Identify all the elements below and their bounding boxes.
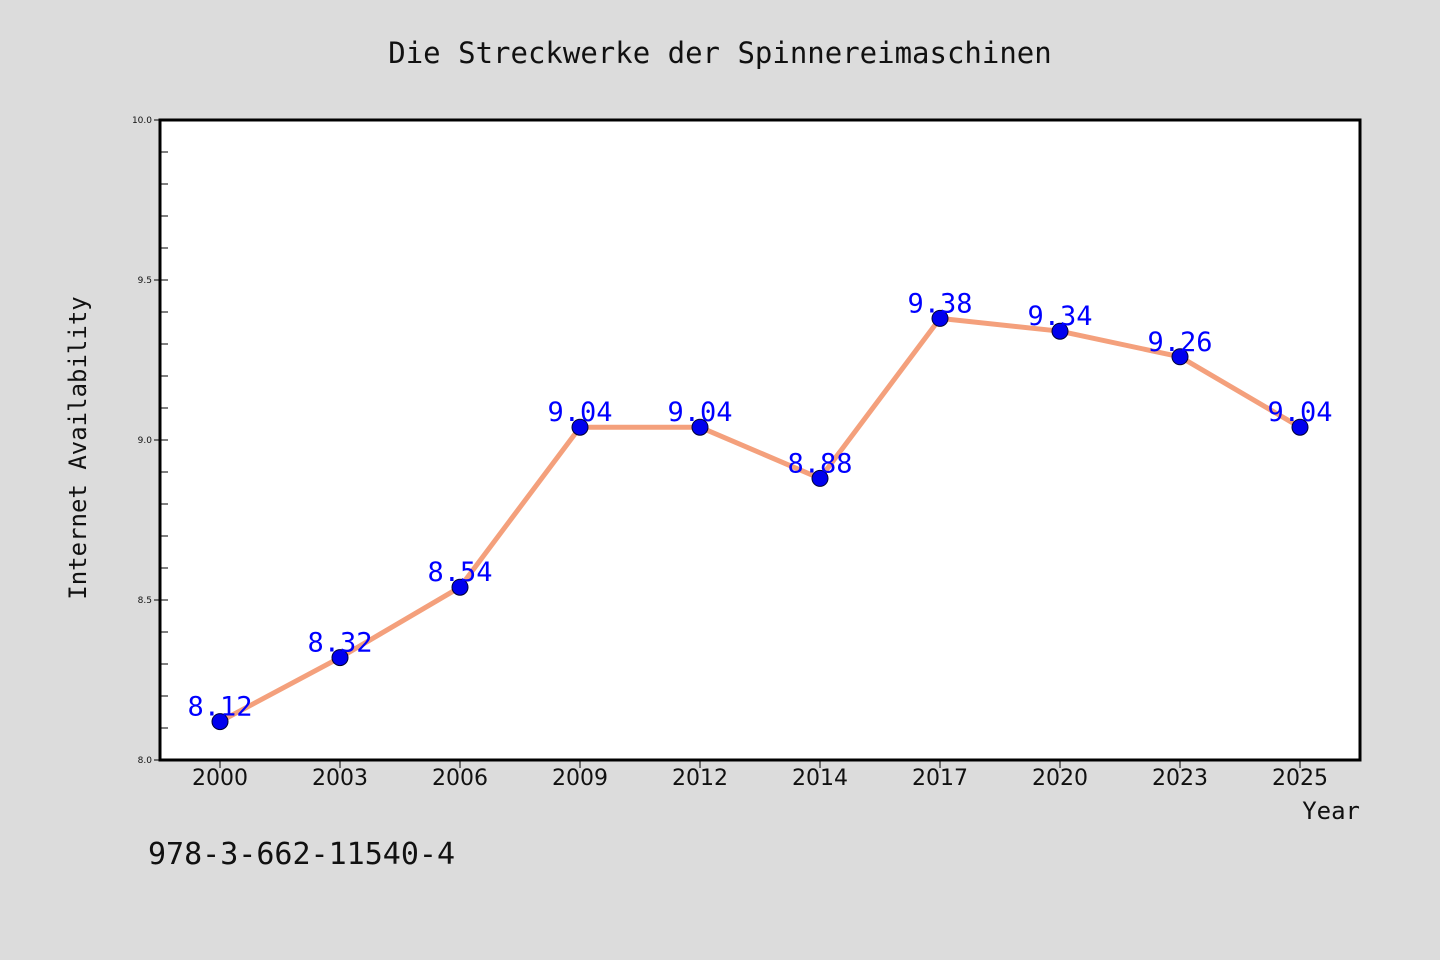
- y-tick-label: 8.5: [138, 596, 152, 606]
- data-point: [1171, 348, 1189, 366]
- y-tick-label: 10.0: [132, 116, 152, 126]
- data-label: 9.04: [1267, 397, 1332, 428]
- data-label: 9.26: [1147, 327, 1212, 358]
- y-tick-label: 9.5: [138, 276, 152, 286]
- series-line: [217, 315, 1303, 725]
- axis-ticks: 8.0 8.5 9.0 9.5 10.0 2000 2003 2006 2009 2012 2014…: [132, 116, 1328, 791]
- isbn-text: 978-3-662-11540-4: [148, 837, 455, 872]
- x-tick-label: 2009: [552, 766, 608, 791]
- x-tick-label: 2006: [432, 766, 488, 791]
- x-tick-label: 2017: [912, 766, 968, 791]
- data-label: 9.04: [547, 397, 612, 428]
- data-label: 8.54: [427, 557, 492, 588]
- x-tick-label: 2025: [1272, 766, 1328, 791]
- data-label: 8.12: [187, 692, 252, 723]
- data-series: [211, 309, 1309, 731]
- data-point: [811, 469, 829, 487]
- y-tick-label: 9.0: [138, 436, 153, 446]
- data-labels: 8.12 8.32 8.54 9.04 9.04 8.88 9.38 9.34 9.26 9.04: [187, 288, 1332, 722]
- x-tick-label: 2003: [312, 766, 368, 791]
- x-tick-label: 2012: [672, 766, 728, 791]
- data-point: [571, 418, 589, 436]
- plot-area: [158, 118, 1362, 762]
- data-label: 8.88: [787, 448, 852, 479]
- data-label: 9.04: [667, 397, 732, 428]
- data-point: [211, 713, 229, 731]
- x-tick-label: 2020: [1032, 766, 1088, 791]
- x-axis-label: Year: [1302, 797, 1360, 825]
- data-point: [1051, 322, 1069, 340]
- x-tick-label: 2014: [792, 766, 848, 791]
- data-point: [451, 578, 469, 596]
- data-point: [691, 418, 709, 436]
- data-label: 9.38: [907, 288, 972, 319]
- y-tick-label: 8.0: [138, 756, 153, 766]
- x-tick-label: 2023: [1152, 766, 1208, 791]
- y-axis-label: Internet Availability: [64, 296, 92, 599]
- data-point: [1291, 418, 1309, 436]
- data-label: 9.34: [1027, 301, 1092, 332]
- chart-title: Die Streckwerke der Spinnereimaschinen: [388, 36, 1051, 70]
- data-label: 8.32: [307, 628, 372, 659]
- x-tick-label: 2000: [192, 766, 248, 791]
- data-point: [931, 309, 949, 327]
- data-point: [331, 649, 349, 667]
